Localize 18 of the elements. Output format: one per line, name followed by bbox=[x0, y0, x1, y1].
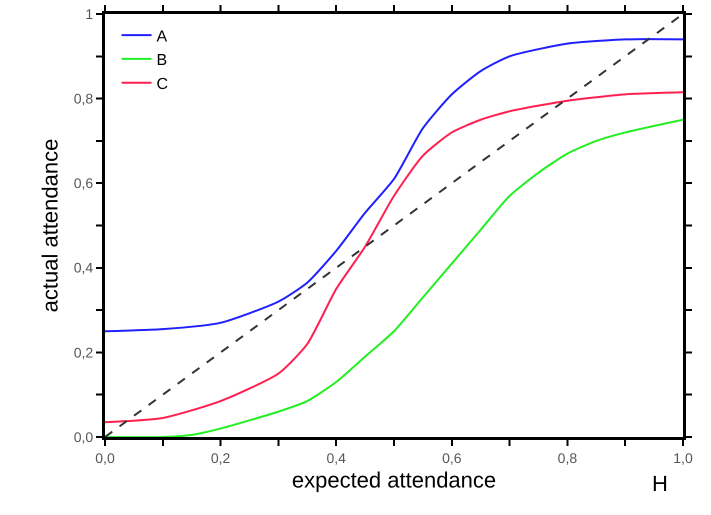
legend-label: C bbox=[156, 76, 168, 93]
legend-label: A bbox=[156, 28, 168, 46]
x-tick-label: 0,4 bbox=[326, 450, 346, 466]
x-tick-label: 0,2 bbox=[210, 450, 231, 466]
legend-label: B bbox=[156, 52, 168, 70]
y-tick-label: 1 bbox=[85, 6, 94, 22]
y-tick-label: 0,2 bbox=[74, 344, 94, 360]
y-tick-label: 0,0 bbox=[74, 428, 94, 445]
x-tick-label: 0,6 bbox=[442, 450, 462, 466]
x-tick-label: 0,8 bbox=[558, 450, 578, 466]
y-tick-label: 0,8 bbox=[74, 90, 94, 106]
x-tick-label: 0,0 bbox=[95, 450, 115, 466]
y-axis-title: actual attendance bbox=[38, 138, 63, 312]
text: H bbox=[652, 471, 668, 496]
x-axis-title: expected attendance bbox=[292, 468, 496, 493]
y-tick-label: 0,6 bbox=[74, 175, 94, 192]
x-tick-label: 1,0 bbox=[673, 450, 693, 466]
y-tick-label: 0,4 bbox=[74, 260, 94, 276]
